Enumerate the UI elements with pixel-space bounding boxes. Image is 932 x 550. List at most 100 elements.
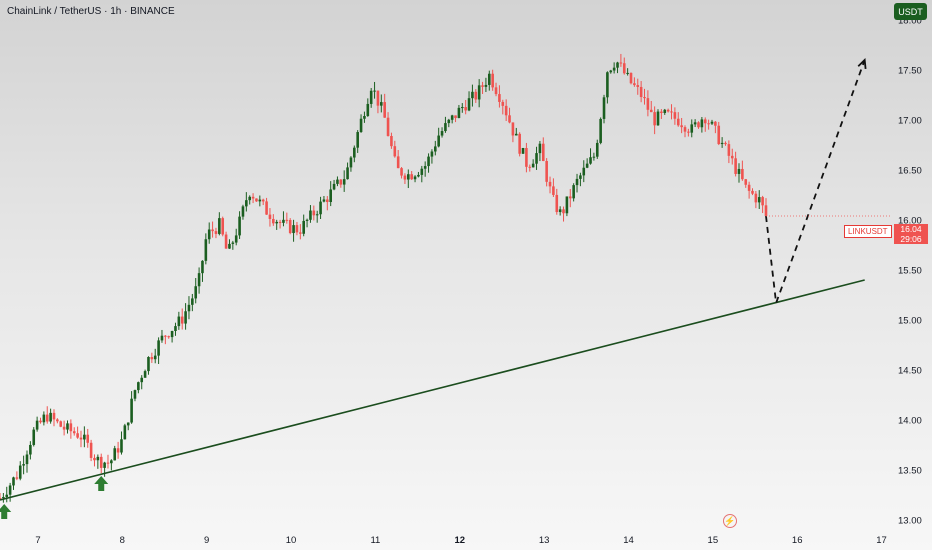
candle-body [751,190,754,194]
candle-body [221,218,225,235]
candle-body [204,239,208,261]
y-tick-label: 14.50 [898,366,922,377]
x-tick-label: 11 [370,535,380,546]
candle-body [545,161,548,182]
candle-body [396,156,400,169]
candle-body [353,147,356,158]
candle-body [45,414,49,422]
candle-body [133,390,137,399]
candle-body [302,220,305,234]
candle-body [400,168,403,176]
candle-body [390,135,393,147]
candle-body [177,316,181,327]
candle-body [349,157,353,168]
candle-body [612,67,616,71]
candle-body [720,142,724,145]
candle-body [683,127,687,132]
candle-body [558,209,562,213]
candle-body [153,355,157,360]
candle-body [160,335,164,341]
candle-body [268,214,272,219]
candle-body [548,181,552,187]
candle-body [116,448,120,453]
candle-body [191,298,194,305]
candle-body [417,174,420,177]
candle-body [440,131,444,136]
candle-body [29,444,32,455]
y-tick-label: 15.00 [898,316,922,327]
candle-body [420,168,424,175]
candle-body [727,144,731,156]
candle-body [69,423,73,432]
candle-body [251,196,255,199]
candle-body [89,442,93,458]
candle-body [12,477,15,486]
candle-body [427,156,430,167]
candle-body [639,86,643,98]
candle-body [278,221,282,223]
candle-body [170,330,174,338]
candle-body [703,119,707,124]
candle-body [76,433,79,438]
currency-badge[interactable]: USDT [894,3,927,20]
x-tick-label: 8 [120,535,125,546]
candle-body [180,316,184,324]
candle-body [265,201,268,215]
candle-body [336,179,339,184]
candle-body [22,464,25,466]
lightning-icon[interactable]: ⚡ [723,514,737,528]
candle-body [538,143,542,154]
price-tag-value: 16.04 29:06 [894,224,928,244]
candle-body [707,123,710,125]
candle-body [137,382,140,391]
candle-body [228,243,231,249]
support-trendline [0,279,865,501]
candle-body [380,102,383,106]
candle-body [39,420,42,423]
x-tick-label: 9 [204,535,209,546]
candle-body [346,167,349,180]
candle-body [319,201,322,215]
candle-body [643,97,646,99]
candle-body [140,377,144,383]
x-tick-label: 14 [623,535,634,546]
candle-body [487,73,491,85]
candle-body [572,185,575,199]
symbol-title[interactable]: ChainLink / TetherUS · 1h · BINANCE [7,6,175,17]
candle-body [710,121,714,124]
candle-body [143,371,147,378]
candle-body [514,133,518,136]
candle-body [292,225,295,234]
candle-body [447,119,451,124]
candle-body [157,340,160,356]
candle-body [525,148,528,167]
candle-body [562,209,565,214]
candle-body [450,115,454,120]
candle-body [393,146,397,157]
candle-body [15,477,19,479]
candle-body [673,112,677,119]
candle-body [633,83,636,86]
candle-body [656,111,660,126]
candle-body [299,232,302,234]
candle-body [595,142,599,157]
candle-body [126,422,130,426]
candle-body [477,85,481,100]
candle-body [599,118,602,143]
y-tick-label: 17.00 [898,116,922,127]
up-arrow-icon [94,476,109,491]
candle-body [552,186,555,195]
candle-body [224,234,228,249]
candle-body [245,200,248,207]
candle-body [312,210,316,216]
candle-body [430,151,434,157]
candle-body [110,460,113,464]
candle-body [123,425,127,440]
candle-body [622,63,626,74]
candle-body [359,118,363,133]
candle-body [218,218,221,234]
candle-body [737,168,741,174]
candle-body [616,62,619,68]
